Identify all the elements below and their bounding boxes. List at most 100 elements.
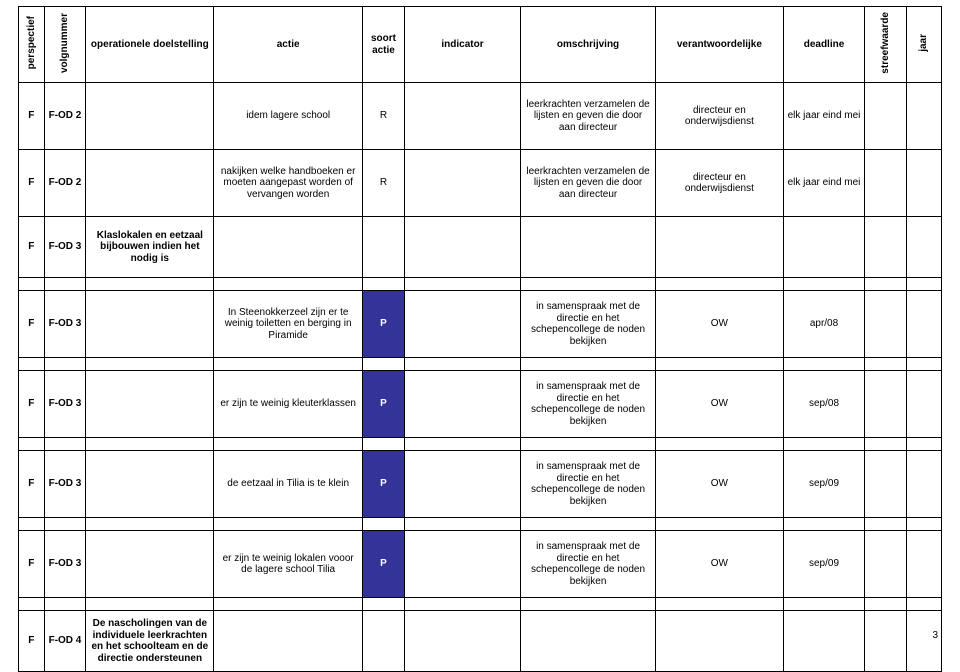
cell-indicator [404, 217, 520, 278]
col-doelstelling-label: operationele doelstelling [91, 39, 209, 50]
cell-perspectief: F [19, 83, 45, 150]
spacer-cell [404, 598, 520, 611]
cell-indicator [404, 451, 520, 518]
col-volgnummer: volgnummer [44, 7, 86, 83]
spacer-cell [655, 278, 783, 291]
spacer-cell [214, 438, 363, 451]
spacer-cell [363, 358, 405, 371]
page-number: 3 [932, 630, 938, 641]
cell-actie: er zijn te weinig lokalen vooor de lager… [214, 531, 363, 598]
cell-streefwaarde [865, 451, 907, 518]
table-row: FF-OD 2idem lagere schoolRleerkrachten v… [19, 83, 942, 150]
cell-volgnummer: F-OD 3 [44, 531, 86, 598]
spacer-row [19, 518, 942, 531]
spacer-row [19, 278, 942, 291]
spacer-cell [655, 598, 783, 611]
cell-doelstelling [86, 451, 214, 518]
col-verantwoordelijke: verantwoordelijke [655, 7, 783, 83]
cell-volgnummer: F-OD 3 [44, 291, 86, 358]
spacer-cell [865, 598, 907, 611]
cell-indicator [404, 83, 520, 150]
cell-perspectief: F [19, 531, 45, 598]
cell-streefwaarde [865, 291, 907, 358]
cell-omschrijving [521, 611, 656, 672]
cell-actie: de eetzaal in Tilia is te klein [214, 451, 363, 518]
cell-jaar [907, 371, 942, 438]
cell-deadline: sep/08 [783, 371, 864, 438]
spacer-cell [19, 278, 45, 291]
spacer-cell [86, 518, 214, 531]
col-omschrijving: omschrijving [521, 7, 656, 83]
cell-streefwaarde [865, 371, 907, 438]
col-deadline-label: deadline [804, 39, 845, 50]
cell-indicator [404, 371, 520, 438]
spacer-cell [404, 278, 520, 291]
spacer-cell [907, 278, 942, 291]
cell-verantwoordelijke: directeur en onderwijsdienst [655, 83, 783, 150]
spacer-cell [655, 518, 783, 531]
cell-omschrijving: leerkrachten verzamelen de lijsten en ge… [521, 150, 656, 217]
col-soort-label: soort actie [371, 33, 396, 56]
spacer-cell [86, 598, 214, 611]
spacer-row [19, 438, 942, 451]
cell-actie [214, 217, 363, 278]
spacer-cell [404, 358, 520, 371]
cell-soort: P [363, 291, 405, 358]
spacer-cell [214, 358, 363, 371]
cell-soort: R [363, 83, 405, 150]
spacer-cell [363, 438, 405, 451]
cell-indicator [404, 611, 520, 672]
cell-actie: In Steenokkerzeel zijn er te weinig toil… [214, 291, 363, 358]
spacer-cell [404, 438, 520, 451]
spacer-cell [44, 598, 86, 611]
cell-omschrijving: in samenspraak met de directie en het sc… [521, 531, 656, 598]
cell-jaar [907, 451, 942, 518]
cell-indicator [404, 531, 520, 598]
col-omschrijving-label: omschrijving [557, 39, 619, 50]
col-jaar-label: jaar [918, 34, 930, 52]
cell-doelstelling: Klaslokalen en eetzaal bijbouwen indien … [86, 217, 214, 278]
spacer-cell [521, 358, 656, 371]
cell-perspectief: F [19, 451, 45, 518]
spacer-cell [44, 358, 86, 371]
col-streefwaarde: streefwaarde [865, 7, 907, 83]
data-table: perspectief volgnummer operationele doel… [18, 6, 942, 672]
spacer-cell [865, 358, 907, 371]
spacer-cell [907, 438, 942, 451]
col-deadline: deadline [783, 7, 864, 83]
table-header: perspectief volgnummer operationele doel… [19, 7, 942, 83]
spacer-cell [19, 518, 45, 531]
cell-verantwoordelijke: directeur en onderwijsdienst [655, 150, 783, 217]
cell-verantwoordelijke: OW [655, 451, 783, 518]
table-row: FF-OD 3de eetzaal in Tilia is te kleinPi… [19, 451, 942, 518]
table-row: FF-OD 4De nascholingen van de individuel… [19, 611, 942, 672]
col-streefwaarde-label: streefwaarde [880, 12, 892, 74]
cell-soort [363, 611, 405, 672]
cell-soort: R [363, 150, 405, 217]
cell-verantwoordelijke [655, 217, 783, 278]
spacer-cell [783, 358, 864, 371]
col-verantwoordelijke-label: verantwoordelijke [677, 39, 762, 50]
spacer-cell [363, 518, 405, 531]
cell-volgnummer: F-OD 3 [44, 217, 86, 278]
table-body: FF-OD 2idem lagere schoolRleerkrachten v… [19, 83, 942, 672]
table-row: FF-OD 3Klaslokalen en eetzaal bijbouwen … [19, 217, 942, 278]
spacer-cell [783, 518, 864, 531]
spacer-cell [865, 438, 907, 451]
spacer-cell [86, 278, 214, 291]
cell-doelstelling [86, 83, 214, 150]
cell-volgnummer: F-OD 2 [44, 150, 86, 217]
col-actie-label: actie [277, 39, 300, 50]
cell-volgnummer: F-OD 3 [44, 371, 86, 438]
cell-actie: nakijken welke handboeken er moeten aang… [214, 150, 363, 217]
cell-deadline: sep/09 [783, 531, 864, 598]
spacer-cell [521, 278, 656, 291]
spacer-cell [86, 358, 214, 371]
spacer-cell [521, 438, 656, 451]
spacer-cell [214, 278, 363, 291]
spacer-cell [521, 518, 656, 531]
spacer-row [19, 598, 942, 611]
cell-streefwaarde [865, 531, 907, 598]
spacer-cell [655, 358, 783, 371]
spacer-cell [214, 598, 363, 611]
